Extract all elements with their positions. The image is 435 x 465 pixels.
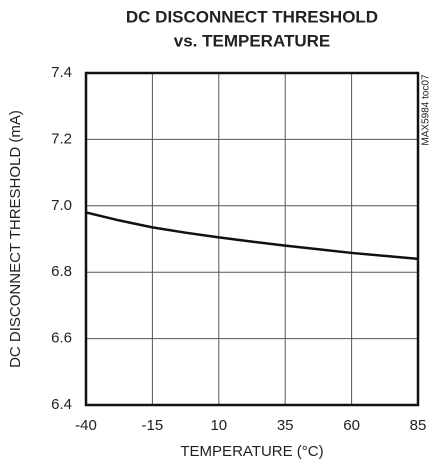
y-tick-label: 7.2 xyxy=(51,130,72,147)
data-line xyxy=(85,211,419,261)
y-tick-label: 6.4 xyxy=(51,396,72,413)
chart-title: DC DISCONNECT THRESHOLD xyxy=(126,7,378,26)
x-tick-label: 35 xyxy=(277,417,294,434)
annotation: MAX5984 toc07 xyxy=(421,74,432,146)
y-tick-label: 7.4 xyxy=(51,64,72,81)
x-axis-label: TEMPERATURE (°C) xyxy=(180,443,323,460)
chart-title: vs. TEMPERATURE xyxy=(174,31,331,50)
plot-frame xyxy=(84,71,420,407)
y-tick-label: 7.0 xyxy=(51,197,72,214)
y-tick-label: 6.8 xyxy=(51,263,72,280)
x-tick-label: -15 xyxy=(142,417,164,434)
x-tick-label: 60 xyxy=(343,417,360,434)
x-tick-label: 10 xyxy=(210,417,227,434)
y-axis-label: DC DISCONNECT THRESHOLD (mA) xyxy=(7,110,24,368)
y-tick-label: 6.6 xyxy=(51,330,72,347)
x-tick-label: 85 xyxy=(410,417,427,434)
x-tick-label: -40 xyxy=(75,417,97,434)
